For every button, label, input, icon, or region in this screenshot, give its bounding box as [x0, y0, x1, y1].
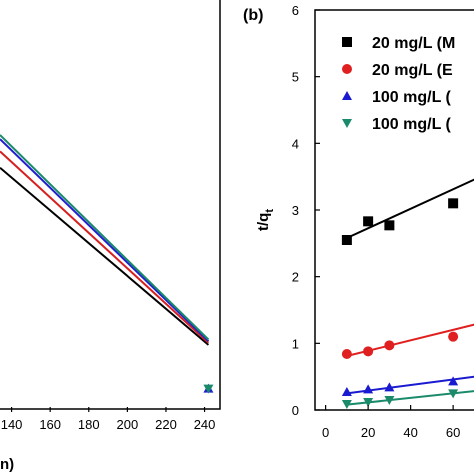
panel-b-point-s4-2	[363, 398, 374, 407]
panel-b-point-s4-4	[448, 389, 459, 399]
y-axis-label-main: t/q	[255, 213, 272, 231]
panel-b-y-tick-label-6: 6	[292, 3, 299, 18]
panel-b-point-s2-2	[363, 346, 374, 357]
panel-b-y-axis-label: t/qt	[255, 209, 276, 231]
panel-b-y-tick-label-5: 5	[292, 70, 299, 85]
panel-b-point-s4-3	[384, 396, 395, 405]
y-axis-label-subscript: t	[264, 209, 276, 213]
panel-a-plot-frame	[0, 0, 221, 410]
legend-marker-3	[342, 91, 352, 100]
panel-b-x-axis: 0 20 40 60	[322, 405, 460, 440]
panel-a-x-axis: 140 160 180 200 220 240	[1, 407, 216, 432]
panel-a-series-line-4	[0, 134, 210, 341]
panel-b-y-tick-label-2: 2	[292, 270, 299, 285]
legend-label-4: 100 mg/L (	[372, 116, 452, 133]
panel-b-point-s2-3	[384, 340, 395, 351]
panel-a-x-tick-label-240: 240	[194, 417, 216, 432]
svg-text:t/qt: t/qt	[255, 209, 276, 231]
panel-b-x-tick-label-20: 20	[361, 425, 375, 440]
panel-b-y-tick-label-3: 3	[292, 203, 299, 218]
panel-b-points	[341, 198, 459, 409]
legend-label-3: 100 mg/L (	[372, 89, 452, 106]
panel-b-x-tick-label-40: 40	[403, 425, 417, 440]
panel-b-fit-lines	[346, 178, 474, 406]
panel-a-x-tick-label-200: 200	[117, 417, 139, 432]
legend-label-1: 20 mg/L (M	[372, 35, 455, 52]
panel-b-label: (b)	[243, 7, 263, 24]
panel-b-point-s1-1	[341, 235, 352, 245]
legend-marker-2	[342, 64, 352, 74]
legend-label-2: 20 mg/L (E	[372, 62, 453, 79]
panel-b-point-s2-4	[448, 331, 459, 342]
panel-b-legend: 20 mg/L (M 20 mg/L (E 100 mg/L ( 100 mg/L (	[342, 35, 455, 133]
panel-a-point-2	[203, 384, 214, 394]
panel-a-series-lines	[0, 134, 210, 346]
panel-b-x-tick-label-0: 0	[322, 425, 329, 440]
panel-a-x-tick-label-180: 180	[78, 417, 100, 432]
panel-a-series-line-1	[0, 166, 210, 346]
panel-b-y-axis: 0 1 2 3 4 5 6	[292, 3, 320, 418]
panel-b-point-s1-3	[384, 220, 395, 231]
panel-a-x-tick-label-220: 220	[155, 417, 177, 432]
panel-b-point-s3-3	[384, 382, 395, 392]
panel-b-point-s3-1	[341, 387, 352, 396]
legend-marker-4	[342, 119, 352, 128]
panel-a-series-line-3	[0, 138, 210, 342]
panel-b-point-s1-2	[363, 216, 374, 227]
panel-a-x-axis-label: n)	[0, 456, 14, 473]
panel-b-y-tick-label-4: 4	[292, 136, 299, 151]
panel-b-point-s4-1	[341, 400, 352, 409]
panel-a: 140 160 180 200 220 240 n)	[0, 0, 221, 473]
panel-a-points	[203, 383, 214, 394]
panel-b-fit-line-1	[346, 178, 474, 239]
panel-b-point-s2-1	[341, 349, 352, 359]
panel-b-y-tick-label-1: 1	[292, 336, 299, 351]
legend-marker-1	[342, 37, 352, 47]
panel-a-x-tick-label-160: 160	[39, 417, 61, 432]
panel-b-x-tick-label-60: 60	[446, 425, 460, 440]
panel-b-point-s1-4	[448, 198, 459, 209]
panel-a-x-tick-label-140: 140	[1, 417, 23, 432]
panel-a-series-line-2	[0, 150, 210, 344]
panel-b-point-s3-2	[363, 384, 374, 394]
panel-b-y-tick-label-0: 0	[292, 403, 299, 418]
panel-b-point-s3-4	[448, 376, 459, 386]
